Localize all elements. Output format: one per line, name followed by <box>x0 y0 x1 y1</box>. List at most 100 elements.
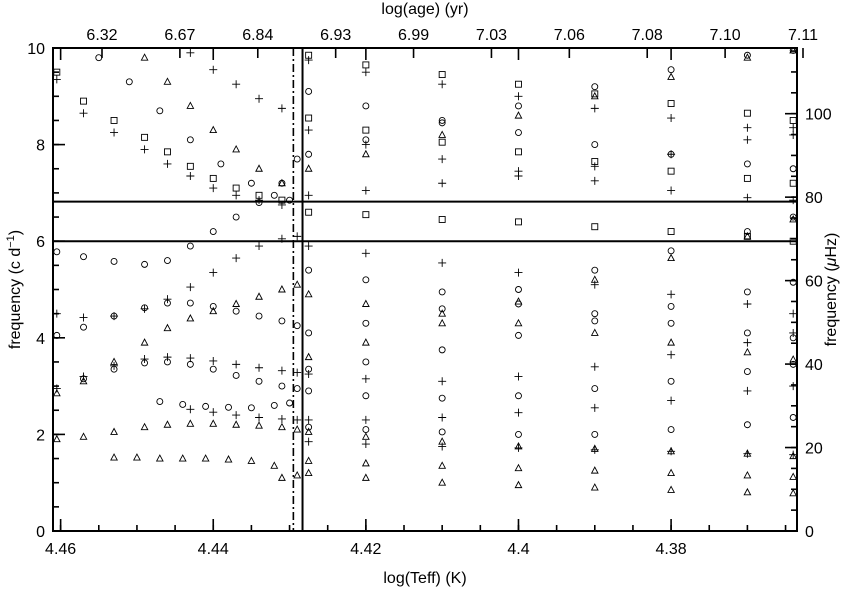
left-axis-title: frequency (c d−1) <box>5 230 24 349</box>
data-point <box>186 419 195 427</box>
data-point <box>438 155 447 164</box>
series-9-triangle <box>110 453 279 469</box>
data-point <box>438 461 447 469</box>
data-point <box>591 141 599 149</box>
series-22-plus <box>304 328 797 386</box>
data-point <box>304 126 313 135</box>
data-point <box>232 80 241 89</box>
data-point <box>438 138 446 146</box>
data-point <box>209 268 218 277</box>
data-point <box>743 109 751 117</box>
data-point <box>255 421 263 429</box>
series-21-circle <box>305 278 797 373</box>
data-point <box>125 78 133 86</box>
data-point <box>361 249 370 258</box>
data-point <box>515 286 522 293</box>
data-point <box>225 403 232 411</box>
data-point <box>590 328 599 336</box>
data-point <box>362 102 370 110</box>
data-point <box>362 126 370 134</box>
data-point <box>667 290 676 299</box>
data-point <box>743 329 751 337</box>
data-point <box>110 258 118 265</box>
top-tick-label: 7.03 <box>476 27 507 44</box>
data-point <box>53 434 61 443</box>
data-point <box>80 253 87 261</box>
data-point <box>591 385 599 392</box>
data-point <box>438 119 446 127</box>
data-point <box>247 456 256 464</box>
data-point <box>438 130 447 138</box>
data-point <box>209 184 218 193</box>
data-point <box>232 307 240 315</box>
data-point <box>186 354 195 363</box>
data-point <box>590 403 599 412</box>
data-point <box>789 123 797 132</box>
data-point <box>438 478 447 486</box>
series-26-triangle <box>304 427 797 460</box>
data-point <box>270 461 279 469</box>
data-point <box>514 318 523 327</box>
data-point <box>304 164 313 172</box>
data-point <box>667 396 676 405</box>
data-point <box>515 102 522 110</box>
data-point <box>186 101 195 109</box>
data-point <box>141 133 149 141</box>
data-point <box>305 423 313 431</box>
series-0-circle <box>53 155 301 268</box>
data-point <box>132 453 141 461</box>
top-tick-label: 7.08 <box>632 27 663 44</box>
data-point <box>140 338 149 346</box>
data-point <box>304 289 313 298</box>
data-point <box>667 228 675 235</box>
data-point <box>591 266 599 274</box>
data-point <box>362 211 370 219</box>
data-point <box>293 368 302 377</box>
data-point <box>305 114 313 122</box>
data-point <box>286 399 294 407</box>
data-point <box>667 302 675 310</box>
data-point <box>209 419 218 427</box>
y-tick-label: 10 <box>27 41 45 58</box>
data-point <box>743 288 751 296</box>
data-point <box>591 83 599 91</box>
data-point <box>156 107 164 115</box>
series-7-plus <box>186 405 302 424</box>
series-3-triangle <box>53 280 302 397</box>
data-point <box>277 414 286 423</box>
data-point <box>514 463 523 472</box>
series-37-circle <box>305 213 797 337</box>
data-point <box>514 111 523 119</box>
data-point <box>304 468 313 476</box>
data-point <box>743 449 752 458</box>
data-point <box>278 317 286 325</box>
data-point <box>163 420 172 428</box>
data-point <box>255 363 264 372</box>
data-point <box>590 176 599 185</box>
right-tick-label: 20 <box>805 441 823 458</box>
data-markers <box>53 48 797 497</box>
data-point <box>209 228 217 235</box>
series-29-triangle <box>304 468 797 497</box>
data-point <box>789 179 797 187</box>
series-32-plus <box>304 126 797 205</box>
data-point <box>255 242 264 251</box>
data-point <box>743 470 752 479</box>
data-point <box>514 443 523 452</box>
data-point <box>305 51 313 59</box>
data-point <box>255 312 263 320</box>
data-point <box>209 302 217 310</box>
data-point <box>202 402 210 410</box>
data-point <box>789 328 797 337</box>
data-point <box>293 415 302 424</box>
data-point <box>515 129 522 136</box>
data-point <box>789 450 797 459</box>
data-point <box>438 318 447 327</box>
data-point <box>304 352 313 361</box>
data-point <box>438 179 447 188</box>
right-tick-label: 60 <box>805 274 823 291</box>
series-1-plus <box>53 232 302 322</box>
data-point <box>293 280 302 288</box>
data-point <box>232 411 241 420</box>
data-point <box>667 150 675 158</box>
